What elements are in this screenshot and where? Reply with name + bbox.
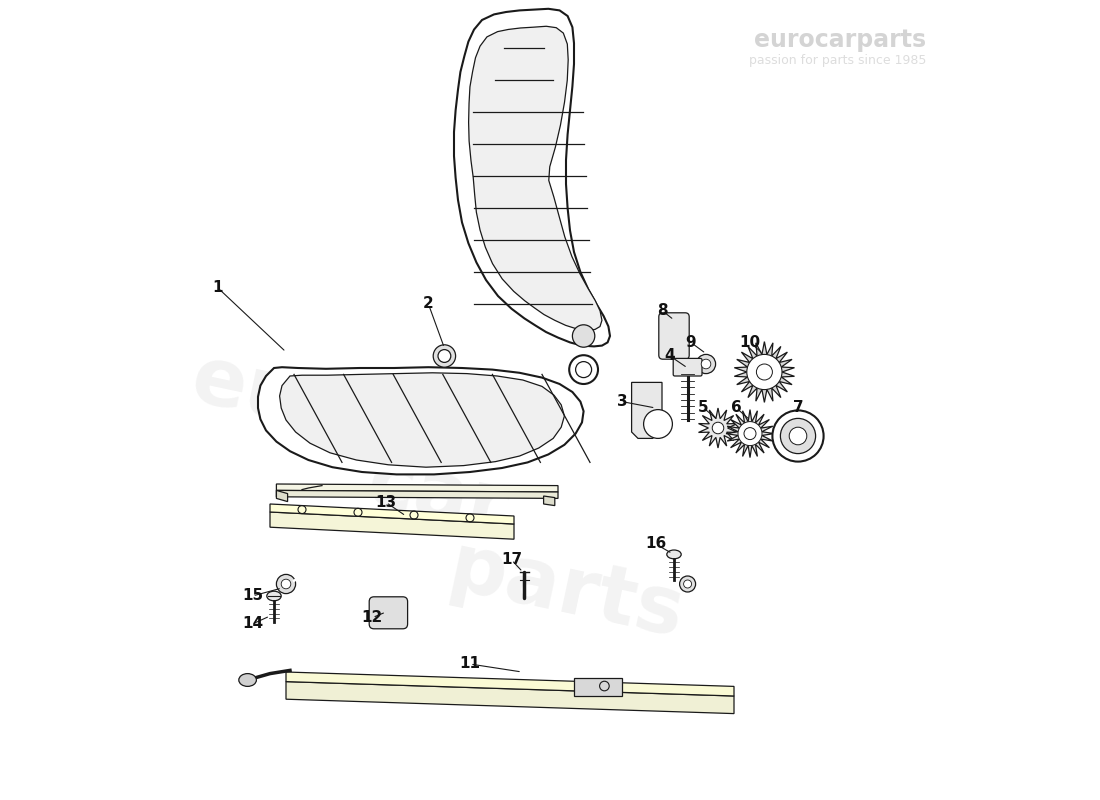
Text: 12: 12 xyxy=(362,610,383,625)
Polygon shape xyxy=(735,342,794,402)
Polygon shape xyxy=(270,504,514,524)
Polygon shape xyxy=(726,410,774,458)
Circle shape xyxy=(772,410,824,462)
Text: car: car xyxy=(361,443,516,549)
Polygon shape xyxy=(631,382,662,438)
FancyBboxPatch shape xyxy=(370,597,408,629)
Circle shape xyxy=(644,410,672,438)
Text: parts: parts xyxy=(441,529,691,655)
Circle shape xyxy=(712,422,724,434)
Text: 2: 2 xyxy=(424,297,433,311)
Text: 10: 10 xyxy=(739,335,760,350)
Circle shape xyxy=(701,359,711,369)
Polygon shape xyxy=(276,490,558,498)
Circle shape xyxy=(738,422,762,446)
Circle shape xyxy=(683,580,692,588)
Text: 14: 14 xyxy=(242,617,263,631)
Polygon shape xyxy=(258,367,584,474)
Text: 15: 15 xyxy=(242,589,263,603)
Text: 8: 8 xyxy=(657,303,668,318)
Text: eurocarparts: eurocarparts xyxy=(754,28,926,52)
Text: passion for parts since 1985: passion for parts since 1985 xyxy=(749,54,926,67)
Text: 7: 7 xyxy=(793,401,803,415)
Polygon shape xyxy=(286,672,734,696)
Polygon shape xyxy=(270,512,514,539)
Text: 9: 9 xyxy=(685,335,696,350)
Circle shape xyxy=(569,355,598,384)
Circle shape xyxy=(572,325,595,347)
Text: 6: 6 xyxy=(732,401,741,415)
Text: 5: 5 xyxy=(698,401,708,415)
Circle shape xyxy=(276,574,296,594)
Circle shape xyxy=(696,354,716,374)
FancyBboxPatch shape xyxy=(574,678,622,696)
Text: euro: euro xyxy=(185,340,404,460)
Circle shape xyxy=(747,354,782,390)
Polygon shape xyxy=(276,484,558,492)
Circle shape xyxy=(789,427,806,445)
Text: 1: 1 xyxy=(212,281,223,295)
Polygon shape xyxy=(276,490,287,502)
Text: 4: 4 xyxy=(664,349,675,363)
FancyBboxPatch shape xyxy=(659,313,690,359)
Text: 17: 17 xyxy=(500,553,522,567)
Polygon shape xyxy=(469,26,602,330)
Circle shape xyxy=(433,345,455,367)
Circle shape xyxy=(438,350,451,362)
Text: 16: 16 xyxy=(645,537,667,551)
Polygon shape xyxy=(543,496,554,506)
Circle shape xyxy=(282,579,290,589)
Text: 3: 3 xyxy=(617,394,627,409)
Text: 13: 13 xyxy=(375,495,397,510)
Polygon shape xyxy=(279,373,564,467)
Text: 11: 11 xyxy=(460,657,481,671)
FancyBboxPatch shape xyxy=(673,358,702,376)
Polygon shape xyxy=(454,9,610,346)
Ellipse shape xyxy=(667,550,681,558)
Polygon shape xyxy=(698,408,737,448)
Circle shape xyxy=(780,418,815,454)
Ellipse shape xyxy=(267,591,282,601)
Polygon shape xyxy=(286,682,734,714)
Ellipse shape xyxy=(239,674,256,686)
Circle shape xyxy=(680,576,695,592)
